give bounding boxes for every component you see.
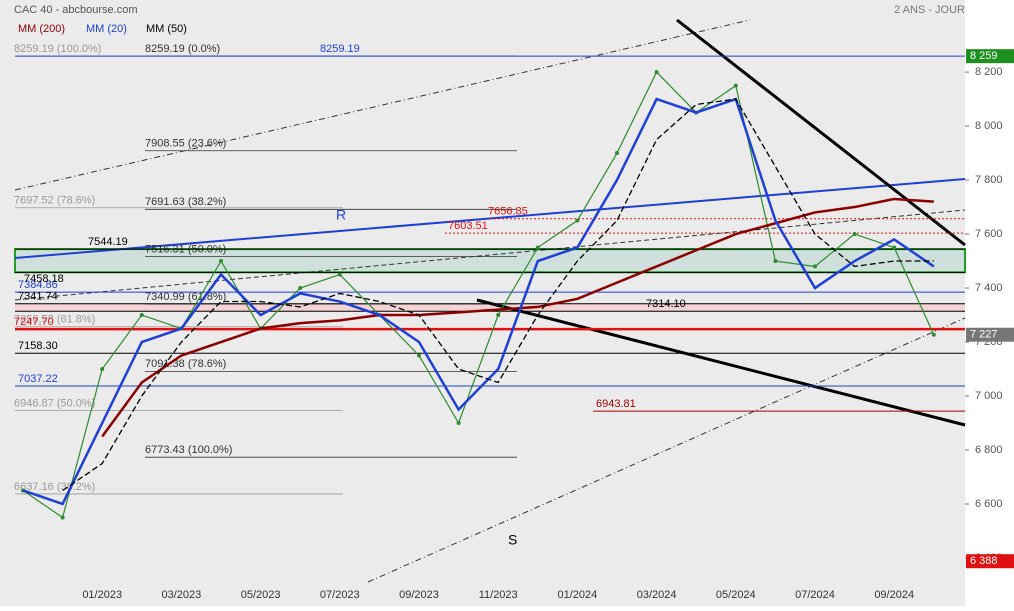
x-tick-label: 01/2023: [82, 589, 122, 601]
price-point: [417, 353, 421, 358]
legend-entry: MM (50): [146, 23, 187, 35]
price-marker-label: 8 259: [970, 50, 998, 62]
price-point: [496, 313, 501, 318]
level-label: 7341.74: [18, 291, 58, 303]
level-label: 7158.30: [18, 340, 58, 352]
price-point: [337, 272, 342, 277]
fib-label: 8259.19 (100.0%): [14, 43, 101, 55]
price-marker-label: 7 227: [970, 329, 998, 341]
wedge-top: [676, 18, 966, 247]
fib-label: 7091.38 (78.6%): [145, 358, 226, 370]
x-tick-label: 09/2024: [874, 589, 914, 601]
fib-label: 7256.58 (61.8%): [14, 314, 95, 326]
y-axis-panel: [965, 0, 1014, 606]
price-point: [100, 367, 105, 372]
x-tick-label: 01/2024: [558, 589, 598, 601]
fib-label: 7908.55 (23.6%): [145, 138, 226, 150]
price-point: [456, 421, 461, 426]
channel-bottom: [367, 317, 966, 583]
wedge-bottom: [476, 298, 966, 427]
price-point: [733, 83, 738, 88]
y-tick-label: 7 600: [975, 228, 1003, 240]
price-point: [219, 259, 223, 264]
level-label: 8259.19: [320, 43, 360, 55]
channel-top: [14, 19, 751, 191]
fib-label: 7340.99 (61.8%): [145, 291, 226, 303]
price-point: [892, 245, 897, 250]
x-tick-label: 09/2023: [399, 589, 439, 601]
fib-label: 7691.63 (38.2%): [145, 196, 226, 208]
annotation: R: [336, 207, 346, 223]
price-point: [575, 218, 580, 223]
fib-label: 8259.19 (0.0%): [145, 43, 220, 55]
price-point: [773, 259, 778, 264]
legend-entry: MM (20): [86, 23, 127, 35]
price-point: [298, 286, 303, 291]
trend-dashed: [14, 209, 966, 301]
price-marker: [966, 327, 1014, 342]
moving-average: [62, 98, 934, 492]
x-tick-label: 05/2023: [241, 589, 281, 601]
price-line: [22, 71, 935, 519]
level-label: 6943.81: [596, 398, 636, 410]
y-tick-label: 7 800: [975, 174, 1003, 186]
price-point: [139, 313, 144, 318]
price-point: [813, 264, 817, 269]
price-point: [535, 245, 540, 250]
x-tick-label: 05/2024: [716, 589, 756, 601]
annotation: S: [508, 532, 517, 548]
x-tick-label: 07/2024: [795, 589, 835, 601]
x-tick-label: 07/2023: [320, 589, 360, 601]
y-tick-label: 6 600: [975, 498, 1003, 510]
y-tick-label: 8 000: [975, 120, 1003, 132]
price-point: [654, 70, 659, 75]
price-marker-label: 6 388: [970, 555, 998, 567]
level-label: 7384.86: [18, 279, 58, 291]
price-marker: [966, 554, 1014, 569]
x-tick-label: 11/2023: [479, 589, 518, 601]
price-marker: [966, 49, 1014, 64]
level-label: 7458.18: [24, 273, 64, 285]
fib-label: 6637.16 (38.2%): [14, 481, 95, 493]
y-tick-label: 6 800: [975, 444, 1003, 456]
price-point: [615, 151, 619, 156]
legend-entry: MM (200): [18, 23, 65, 35]
price-point: [931, 332, 936, 337]
x-tick-label: 03/2024: [637, 589, 677, 601]
zone: [15, 303, 965, 312]
level-label: 7247.70: [14, 316, 54, 328]
level-label: 7656.85: [488, 206, 528, 218]
y-tick-label: 7 400: [975, 282, 1003, 294]
y-tick-label: 7 000: [975, 390, 1003, 402]
moving-average: [101, 197, 934, 438]
level-label: 7544.19: [88, 236, 128, 248]
title: CAC 40 - abcbourse.com: [14, 4, 138, 16]
fib-label: 6773.43 (100.0%): [145, 444, 232, 456]
x-tick-label: 03/2023: [162, 589, 202, 601]
subtitle: 2 ANS - JOUR: [894, 4, 965, 16]
price-point: [852, 232, 857, 237]
level-label: 7037.22: [18, 373, 58, 385]
fib-label: 6946.87 (50.0%): [14, 397, 95, 409]
moving-average: [22, 97, 935, 506]
level-label: 7603.51: [448, 220, 488, 232]
level-label: 7314.10: [646, 298, 686, 310]
y-tick-label: 8 200: [975, 66, 1003, 78]
fib-label: 7697.52 (78.6%): [14, 195, 95, 207]
price-point: [60, 515, 65, 520]
